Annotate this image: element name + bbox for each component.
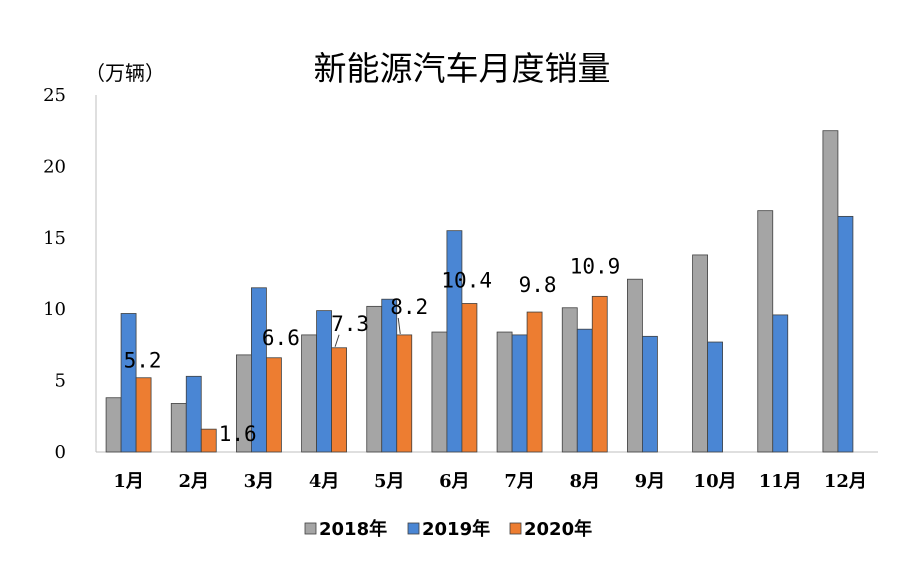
bar-2019年 [837, 215, 854, 453]
bar-2019年 [642, 335, 658, 453]
bar-2019年 [381, 298, 398, 453]
bar-2020年 [331, 347, 347, 453]
x-tick-label: 8月 [569, 471, 600, 492]
x-tick-label: 4月 [309, 471, 340, 492]
bar-2020年 [266, 357, 282, 453]
bar-2020年 [591, 295, 608, 453]
bar-2018年 [105, 397, 122, 453]
bar-2020年 [200, 428, 217, 453]
bar-2019年 [446, 230, 463, 453]
y-tick-label: 20 [43, 156, 66, 177]
bar-2019年 [511, 334, 528, 453]
y-tick-label: 0 [55, 442, 66, 463]
legend: 2018年 2019年 2020年 [304, 518, 592, 540]
bar-2019年 [707, 341, 723, 453]
x-tick-label: 7月 [504, 471, 535, 492]
bar-2018年 [822, 130, 839, 453]
legend-label: 2018年 [319, 518, 387, 540]
data-label: 1.6 [219, 422, 257, 446]
x-tick-label: 12月 [824, 471, 867, 492]
legend-label: 2020年 [524, 518, 592, 540]
data-label-leader [397, 317, 401, 334]
chart-title: 新能源汽车月度销量 [314, 49, 611, 88]
x-tick-label: 9月 [635, 471, 666, 492]
bar-2018年 [170, 403, 187, 453]
y-tick-label: 25 [43, 85, 66, 106]
bars [105, 130, 854, 453]
bar-2019年 [316, 310, 332, 453]
data-label: 5.2 [124, 349, 162, 373]
x-tick-label: 1月 [113, 471, 144, 492]
bar-2019年 [120, 313, 137, 453]
bar-2018年 [692, 254, 708, 453]
bar-2020年 [526, 311, 543, 453]
y-axis-unit-label: （万辆） [85, 61, 165, 85]
data-label: 6.6 [262, 326, 300, 350]
x-tick-label: 3月 [244, 471, 275, 492]
data-labels: 5.2 1.6 6.6 7.3 8.2 10.4 9.8 10.9 [124, 254, 621, 446]
bar-2020年 [396, 334, 413, 453]
legend-swatch [304, 522, 317, 535]
bar-2019年 [185, 375, 202, 453]
y-tick-label: 15 [43, 228, 66, 249]
y-tick-label: 5 [55, 371, 66, 392]
data-label: 9.8 [519, 273, 557, 297]
bar-2018年 [757, 210, 774, 453]
x-tick-label: 6月 [439, 471, 470, 492]
data-label: 10.4 [441, 268, 492, 292]
bar-2018年 [561, 307, 578, 453]
data-label: 8.2 [390, 295, 428, 319]
bar-2018年 [431, 331, 448, 453]
x-tick-label: 10月 [694, 471, 737, 492]
data-label: 10.9 [570, 254, 621, 278]
bar-2019年 [576, 328, 593, 453]
bar-2020年 [135, 377, 152, 453]
bar-2018年 [627, 278, 643, 453]
x-tick-label: 11月 [759, 471, 802, 492]
bar-2018年 [496, 331, 513, 453]
data-label-leader [334, 334, 340, 347]
bar-2020年 [461, 303, 478, 453]
legend-swatch [407, 522, 420, 535]
x-tick-label: 2月 [178, 471, 209, 492]
x-tick-label: 5月 [374, 471, 405, 492]
legend-label: 2019年 [422, 518, 490, 540]
axes: 0 5 10 15 20 25 1月 2月 3月 4月 5月 6月 7月 8月 9月 10月 11月 12月 [43, 85, 878, 492]
bar-2019年 [772, 314, 789, 453]
y-tick-label: 10 [43, 299, 66, 320]
legend-swatch [509, 522, 522, 535]
bar-2018年 [301, 334, 317, 453]
data-label: 7.3 [331, 312, 369, 336]
